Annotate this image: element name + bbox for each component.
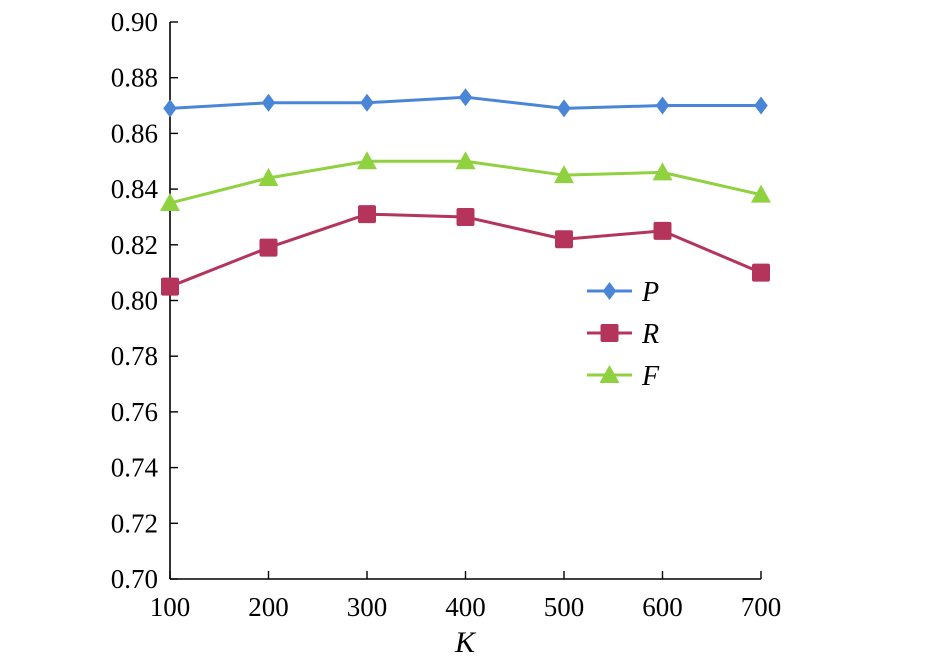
x-tick-label: 700	[741, 592, 782, 622]
y-tick-label: 0.78	[111, 341, 158, 371]
y-tick-label: 0.82	[111, 230, 158, 260]
x-tick-label: 400	[445, 592, 486, 622]
series-f-point	[160, 193, 180, 212]
legend-swatch-marker	[599, 365, 620, 383]
axes: 0.70 0.72 0.74 0.76 0.78 0.80 0.82 0.84 0.86 0.88…	[111, 7, 782, 622]
series-f-point	[751, 184, 771, 203]
x-tick-label: 100	[150, 592, 191, 622]
series-f-point	[455, 151, 476, 170]
series-f-point	[258, 167, 279, 186]
x-axis-title: K	[454, 626, 477, 659]
series-p-point	[163, 99, 177, 118]
legend-swatch-marker	[602, 282, 617, 300]
y-tick-label: 0.90	[111, 7, 158, 37]
x-tick-label: 200	[248, 592, 289, 622]
y-tick-label: 0.70	[111, 564, 158, 594]
legend-label-f: F	[641, 361, 660, 392]
series-p-point	[360, 93, 374, 112]
y-tick-label: 0.74	[111, 453, 159, 483]
series-r	[161, 205, 770, 296]
legend-item-p: P	[587, 277, 659, 308]
y-tick-label: 0.86	[111, 118, 158, 148]
y-tick-label: 0.72	[111, 508, 158, 538]
series-p-point	[655, 96, 670, 115]
series-p-point	[557, 99, 571, 118]
series-f-point	[357, 151, 377, 170]
y-tick-label: 0.88	[111, 63, 158, 93]
series-p-point	[754, 96, 768, 115]
y-tick-label: 0.76	[111, 397, 158, 427]
series-f	[160, 151, 771, 212]
legend-item-r: R	[587, 319, 659, 350]
series-r-point	[555, 230, 573, 249]
legend: PRF	[587, 277, 660, 392]
series-r-point	[358, 205, 376, 224]
series-f-point	[554, 165, 574, 184]
legend-item-f: F	[587, 361, 660, 392]
legend-label-p: P	[641, 277, 659, 308]
x-tick-label: 500	[544, 592, 585, 622]
series-f-point	[652, 162, 673, 181]
series-p-point	[261, 93, 276, 112]
series-p	[163, 88, 768, 118]
series-r-point	[259, 238, 278, 257]
series-layer	[160, 88, 771, 296]
series-r-point	[456, 207, 475, 226]
legend-label-r: R	[641, 319, 659, 350]
series-p-point	[458, 88, 473, 107]
legend-swatch-marker	[600, 324, 619, 342]
y-tick-label: 0.80	[111, 286, 158, 316]
series-r-point	[653, 221, 672, 240]
series-r-point	[752, 263, 770, 282]
x-tick-label: 300	[347, 592, 388, 622]
x-tick-label: 600	[642, 592, 683, 622]
series-r-point	[161, 277, 179, 296]
y-tick-label: 0.84	[111, 174, 159, 204]
